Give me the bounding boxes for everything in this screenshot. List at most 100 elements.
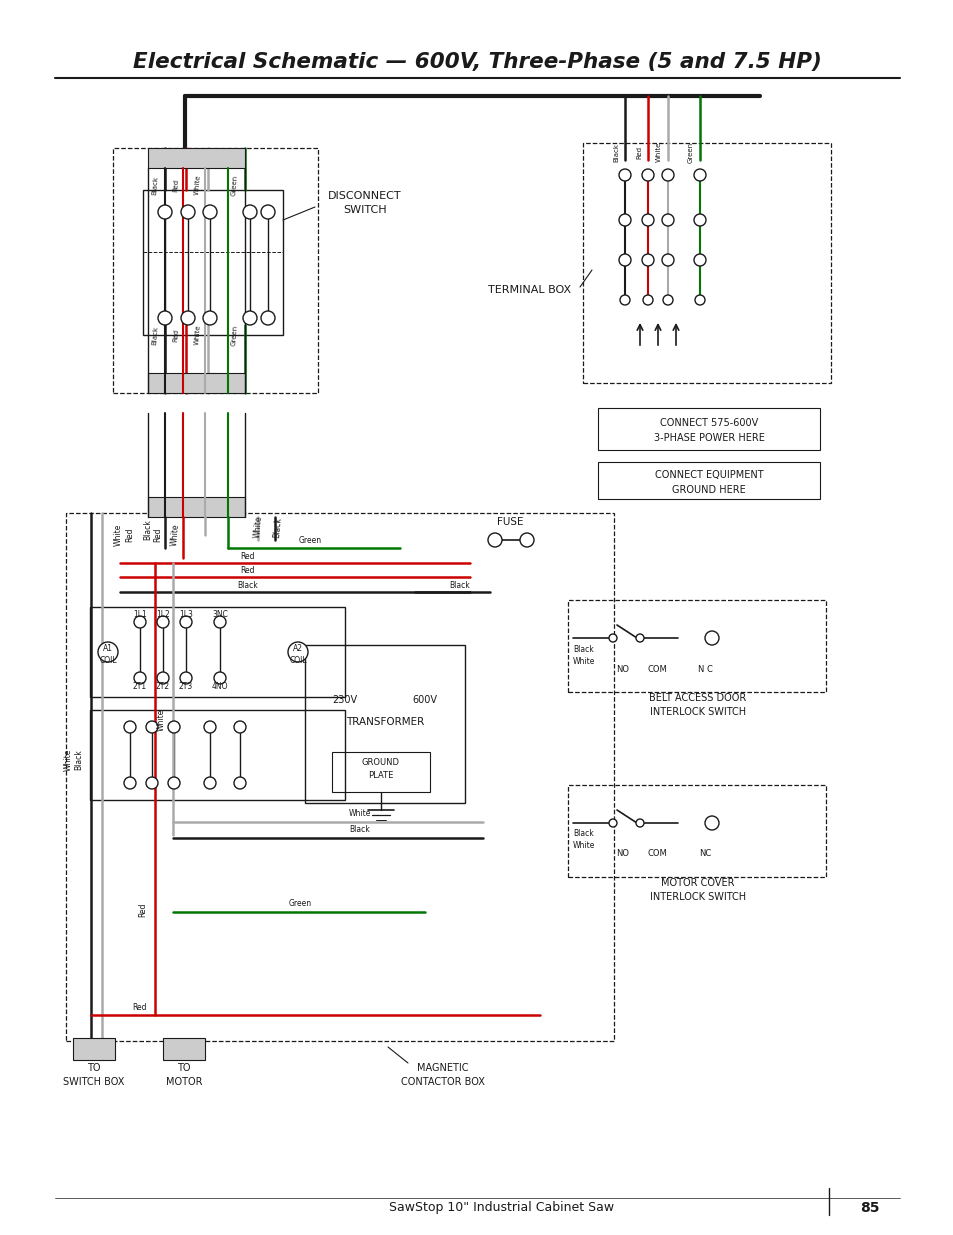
Text: Red: Red [172,329,179,342]
Circle shape [124,721,136,734]
Text: INTERLOCK SWITCH: INTERLOCK SWITCH [649,892,745,902]
Text: TO: TO [177,1063,191,1073]
Text: White: White [573,657,595,666]
Text: White: White [170,524,180,547]
Text: Black: Black [449,580,470,589]
Bar [148,373,245,393]
Text: GROUND: GROUND [361,757,399,767]
Text: DISCONNECT: DISCONNECT [328,191,401,201]
Circle shape [203,205,216,219]
Circle shape [704,631,719,645]
Circle shape [180,672,192,684]
Circle shape [619,295,629,305]
Circle shape [168,777,180,789]
Text: White: White [156,709,165,731]
Text: Black: Black [74,750,84,771]
Circle shape [704,816,719,830]
Text: 2T2: 2T2 [155,682,170,690]
Text: NO: NO [616,850,629,858]
Circle shape [693,169,705,182]
Bar [73,1037,115,1060]
Circle shape [662,295,672,305]
Circle shape [204,721,215,734]
Text: White: White [573,841,595,851]
Circle shape [641,254,654,266]
Circle shape [661,254,673,266]
Circle shape [180,616,192,629]
Bar [163,1037,205,1060]
Text: 3-PHASE POWER HERE: 3-PHASE POWER HERE [653,433,763,443]
Circle shape [261,205,274,219]
Text: COM: COM [646,850,666,858]
Bar [305,645,464,803]
Bar [148,148,245,168]
Circle shape [133,672,146,684]
Text: 1L2: 1L2 [156,610,170,619]
Circle shape [641,169,654,182]
Circle shape [243,205,256,219]
Circle shape [157,672,169,684]
Circle shape [693,254,705,266]
Circle shape [213,672,226,684]
Text: Black: Black [613,142,618,162]
Circle shape [203,311,216,325]
Text: Black: Black [151,325,158,345]
Circle shape [661,169,673,182]
Text: Red: Red [126,527,134,542]
Circle shape [618,169,630,182]
Circle shape [693,214,705,226]
Circle shape [519,534,534,547]
Text: TRANSFORMER: TRANSFORMER [346,718,424,727]
Text: Green: Green [687,142,693,163]
Text: NO: NO [616,664,629,673]
Text: CONNECT EQUIPMENT: CONNECT EQUIPMENT [654,471,762,480]
Text: White: White [656,142,661,162]
Text: 230V: 230V [332,695,357,705]
Text: N C: N C [697,664,712,673]
Text: 85: 85 [860,1200,879,1215]
Circle shape [181,205,194,219]
Circle shape [288,642,308,662]
Text: 1L3: 1L3 [179,610,193,619]
Bar [66,513,614,1041]
Bar [332,752,430,792]
Text: 4NO: 4NO [212,682,228,690]
Text: Black: Black [573,830,593,839]
Text: CONTACTOR BOX: CONTACTOR BOX [400,1077,484,1087]
Text: White: White [253,515,263,538]
Circle shape [168,721,180,734]
Text: PLATE: PLATE [368,771,394,779]
Text: Red: Red [240,552,255,561]
Circle shape [488,534,501,547]
Circle shape [618,254,630,266]
Circle shape [124,777,136,789]
Bar [582,143,830,383]
Circle shape [133,616,146,629]
Circle shape [641,214,654,226]
Text: White: White [349,809,371,819]
Text: Red: Red [636,146,641,158]
Text: Black: Black [151,175,158,195]
Circle shape [181,311,194,325]
Circle shape [233,721,246,734]
Text: 3NC: 3NC [212,610,228,619]
Bar [112,148,317,393]
Text: CONNECT 575-600V: CONNECT 575-600V [659,417,758,429]
Text: Red: Red [153,527,162,542]
Text: BELT ACCESS DOOR: BELT ACCESS DOOR [649,693,746,703]
Text: Green: Green [288,899,312,909]
Text: Black: Black [143,520,152,541]
Text: A1: A1 [103,643,112,652]
Text: 2T1: 2T1 [132,682,147,690]
Text: 600V: 600V [412,695,437,705]
Text: Red: Red [172,178,179,191]
Text: Red: Red [240,566,255,574]
Bar [143,190,283,335]
Circle shape [157,616,169,629]
Text: Black: Black [573,645,593,653]
Bar [567,600,825,692]
Bar [90,606,345,697]
Text: White: White [193,325,202,346]
Text: Black: Black [237,580,258,589]
Text: White: White [64,748,72,771]
